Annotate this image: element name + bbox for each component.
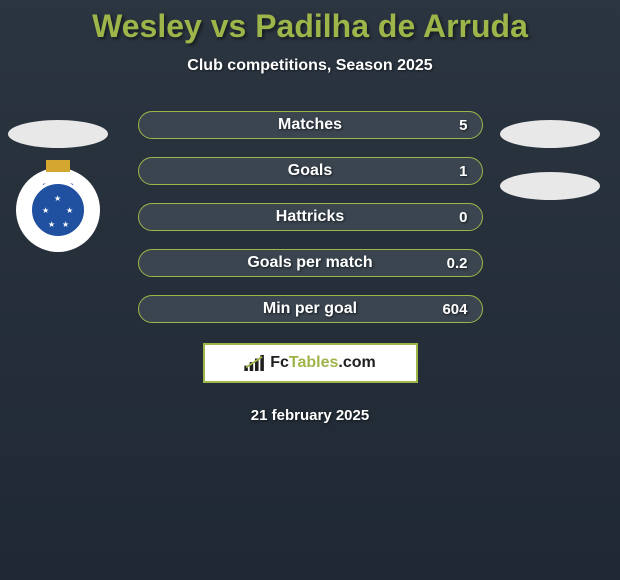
stat-value-right: 604	[442, 301, 467, 318]
page-title: Wesley vs Padilha de Arruda	[0, 0, 620, 57]
club-badge-right	[500, 172, 600, 200]
stat-row-goals: Goals 1	[138, 157, 483, 185]
right-player-badges	[500, 120, 600, 224]
star-icon: ★	[42, 206, 49, 215]
star-icon: ★	[48, 220, 55, 229]
logo-domain: .com	[338, 354, 375, 371]
page-subtitle: Club competitions, Season 2025	[0, 57, 620, 75]
stat-value-right: 5	[459, 117, 467, 134]
brand-logo-text: FcTables.com	[270, 354, 376, 372]
crest-inner-circle: ★ ★ ★ ★ ★	[29, 181, 87, 239]
stat-value-right: 1	[459, 163, 467, 180]
stat-row-min-per-goal: Min per goal 604	[138, 295, 483, 323]
stat-label: Hattricks	[276, 208, 344, 226]
stat-value-right: 0.2	[447, 255, 468, 272]
comparison-card: Wesley vs Padilha de Arruda Club competi…	[0, 0, 620, 424]
stat-bars: Matches 5 Goals 1 Hattricks 0 Goals per …	[138, 111, 483, 323]
crest-crown-icon	[46, 160, 70, 172]
stat-label: Min per goal	[263, 300, 357, 318]
stat-label: Goals per match	[247, 254, 372, 272]
logo-prefix: Fc	[270, 354, 289, 371]
stat-value-right: 0	[459, 209, 467, 226]
star-icon: ★	[54, 194, 61, 203]
stat-row-hattricks: Hattricks 0	[138, 203, 483, 231]
stat-label: Goals	[288, 162, 332, 180]
stat-label: Matches	[278, 116, 342, 134]
club-crest-left: CRUZEIRO ESPORTE CLUBE ★ ★ ★ ★ ★	[16, 168, 100, 252]
brand-logo-box: FcTables.com	[203, 343, 418, 383]
star-icon: ★	[66, 206, 73, 215]
country-badge-right	[500, 120, 600, 148]
star-icon: ★	[62, 220, 69, 229]
date-text: 21 february 2025	[0, 407, 620, 424]
stat-row-goals-per-match: Goals per match 0.2	[138, 249, 483, 277]
logo-suffix: Tables	[289, 354, 339, 371]
chart-bars-icon	[244, 355, 266, 371]
left-player-badges: CRUZEIRO ESPORTE CLUBE ★ ★ ★ ★ ★	[8, 120, 108, 252]
stat-row-matches: Matches 5	[138, 111, 483, 139]
country-badge-left	[8, 120, 108, 148]
